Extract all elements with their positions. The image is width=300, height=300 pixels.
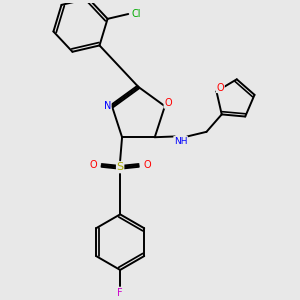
Text: N: N bbox=[104, 101, 111, 111]
Text: NH: NH bbox=[174, 136, 188, 146]
Text: Cl: Cl bbox=[132, 9, 142, 19]
Text: O: O bbox=[143, 160, 151, 170]
Text: O: O bbox=[89, 160, 97, 170]
Text: O: O bbox=[164, 98, 172, 108]
Text: O: O bbox=[217, 82, 224, 92]
Text: F: F bbox=[117, 288, 123, 298]
Text: S: S bbox=[117, 162, 124, 172]
